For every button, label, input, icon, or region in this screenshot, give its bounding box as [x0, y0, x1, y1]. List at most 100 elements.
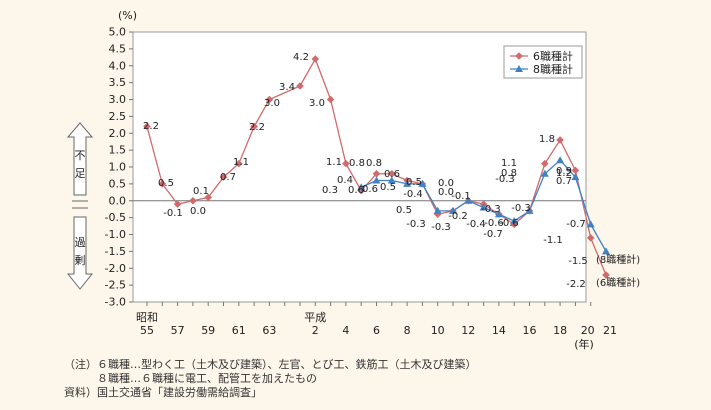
data-label: -0.1: [163, 208, 183, 219]
legend-marker: [515, 52, 523, 60]
data-label: 0.5: [380, 182, 396, 193]
data-label: 0.4: [337, 175, 353, 186]
data-label: 0.0: [190, 206, 206, 217]
data-label: 4.2: [293, 52, 309, 63]
footnote-line: （注）６職種…型わく工（土木及び建築）、左官、とび工、鉄筋工（土木及び建築）: [64, 358, 477, 371]
data-label: 0.9: [556, 166, 572, 177]
point-8: [602, 247, 610, 255]
point-6: [602, 271, 610, 279]
end-label-6: (6職種計): [596, 276, 640, 289]
data-label: 0.0: [438, 178, 454, 189]
surplus-arrow: [66, 216, 94, 290]
y-tick-label: 2.0: [109, 127, 127, 140]
point-8: [387, 176, 396, 184]
data-label: 1.1: [501, 158, 517, 169]
point-8: [449, 206, 457, 214]
data-label: 0.7: [220, 172, 236, 183]
data-label: 3.0: [309, 98, 325, 109]
data-label: -0.1: [451, 191, 471, 202]
point-8: [571, 173, 580, 181]
side-label-shortage-2: 足: [75, 167, 86, 180]
y-tick-label: 0.5: [109, 177, 127, 190]
data-label: 1.1: [326, 157, 342, 168]
y-tick-label: 0.0: [109, 194, 127, 207]
x-tick-label: 8: [404, 324, 411, 337]
legend-marker: [515, 65, 523, 72]
data-label: -0.6: [499, 218, 519, 229]
y-tick-label: 4.5: [109, 42, 127, 55]
x-tick-label: 59: [201, 324, 215, 337]
point-6: [571, 166, 580, 175]
x-tick-label: 2: [312, 324, 319, 337]
data-label: -0.7: [483, 229, 503, 240]
point-6: [556, 136, 564, 144]
data-label: 3.0: [264, 98, 280, 109]
data-label: 0.6: [348, 185, 364, 196]
data-label: 0.6: [362, 184, 378, 195]
point-6: [586, 234, 595, 242]
y-tick-label: -1.0: [105, 228, 126, 241]
point-8: [525, 206, 534, 214]
y-tick-label: -1.5: [105, 245, 126, 258]
x-tick-label: 21: [603, 324, 617, 337]
side-label-surplus-1: 過: [75, 236, 86, 249]
point-8: [433, 206, 442, 214]
x-tick-label: 57: [171, 324, 185, 337]
legend-label: 6職種計: [533, 49, 573, 63]
data-label: -0.2: [448, 211, 468, 222]
point-6: [235, 159, 243, 168]
point-8: [372, 176, 381, 184]
data-label: 0.5: [406, 177, 422, 188]
x-tick-label: 6: [373, 324, 380, 337]
data-label: -0.4: [466, 219, 486, 230]
point-6: [541, 159, 549, 168]
footnote-line: ８職種…６職種に電工、配管工を加えたもの: [64, 372, 317, 385]
legend-box: [503, 45, 583, 79]
data-label: 0.8: [501, 168, 517, 179]
legend-label: 8職種計: [533, 62, 573, 76]
point-6: [204, 193, 212, 202]
point-8: [494, 210, 503, 218]
end-label-8: (8職種計): [596, 253, 640, 266]
data-label: 0.6: [384, 169, 400, 180]
data-label: -0.3: [495, 174, 515, 185]
y-tick-label: -2.5: [105, 279, 126, 292]
point-8: [586, 220, 595, 228]
data-label: -0.7: [566, 219, 586, 230]
y-unit-label: (%): [118, 9, 137, 22]
x-tick-label: 14: [492, 324, 506, 337]
data-label: 0.7: [556, 176, 572, 187]
data-label: -0.3: [481, 204, 501, 215]
y-tick-label: 2.5: [109, 110, 127, 123]
y-tick-label: 1.0: [109, 161, 127, 174]
data-label: 0.5: [396, 205, 412, 216]
x-tick-label: 20: [581, 324, 595, 337]
point-8: [464, 196, 473, 204]
data-label: 0.3: [322, 185, 338, 196]
data-label: -1.5: [568, 256, 588, 267]
data-label: -0.3: [406, 219, 426, 230]
y-tick-label: 3.5: [109, 76, 127, 89]
data-label: -0.3: [511, 203, 531, 214]
point-8: [540, 169, 549, 177]
x-unit-label: (年): [574, 337, 594, 351]
point-8: [418, 179, 427, 187]
point-6: [265, 95, 274, 104]
point-6: [296, 82, 304, 90]
y-tick-label: 4.0: [109, 59, 127, 72]
footnotes: （注）６職種…型わく工（土木及び建築）、左官、とび工、鉄筋工（土木及び建築） ８…: [64, 358, 477, 400]
data-label: 2.2: [143, 121, 159, 132]
data-label: 0.8: [366, 158, 382, 169]
y-tick-label: -2.0: [105, 262, 126, 275]
x-tick-label: 55: [140, 324, 154, 337]
side-label-shortage-1: 不: [75, 149, 86, 162]
data-label: -2.2: [566, 279, 586, 290]
point-6: [342, 159, 350, 168]
x-tick-label: 4: [342, 324, 349, 337]
point-6: [143, 122, 151, 131]
point-8: [556, 156, 565, 164]
footnote-line: 資料）国土交通省「建設労働需給調査」: [64, 386, 262, 399]
x-tick-label: 10: [431, 324, 445, 337]
